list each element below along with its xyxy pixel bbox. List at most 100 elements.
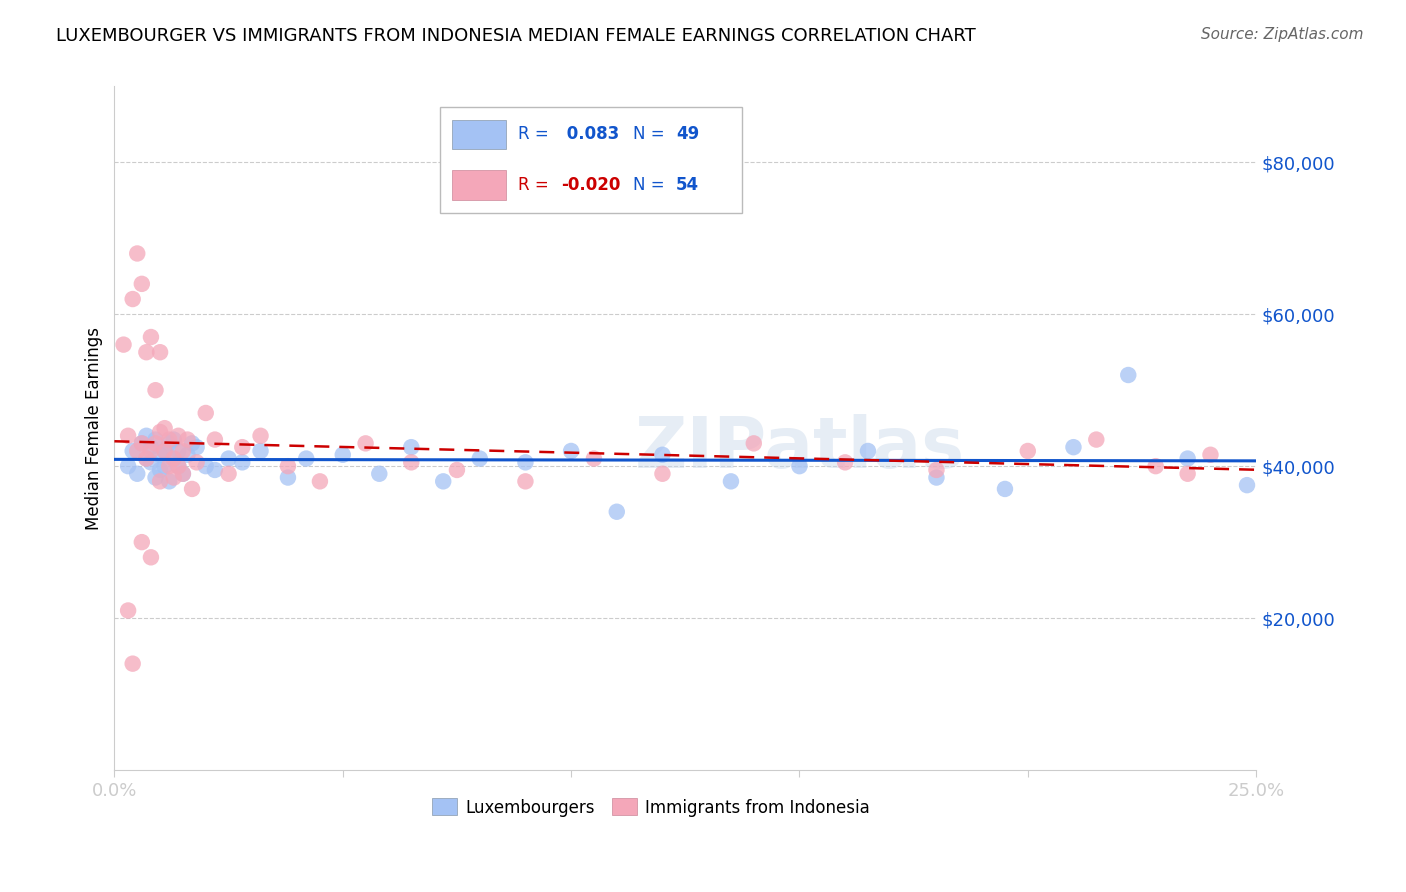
Point [249, 429, 271, 443]
Point [112, 337, 135, 351]
Point [172, 467, 194, 481]
Point [1062, 440, 1084, 454]
Point [131, 436, 153, 450]
Point [515, 475, 537, 489]
Point [153, 444, 176, 458]
Point [468, 451, 491, 466]
Point [204, 463, 226, 477]
Point [401, 455, 423, 469]
Point [994, 482, 1017, 496]
Point [194, 406, 217, 420]
Point [1085, 433, 1108, 447]
Point [1236, 478, 1258, 492]
Point [153, 421, 176, 435]
Point [163, 451, 186, 466]
Point [742, 436, 765, 450]
Point [181, 436, 204, 450]
Point [135, 451, 157, 466]
Point [172, 467, 194, 481]
Point [117, 429, 139, 443]
Point [249, 444, 271, 458]
Point [157, 433, 180, 447]
Point [149, 475, 172, 489]
Point [204, 433, 226, 447]
Point [432, 475, 454, 489]
Point [135, 451, 157, 466]
Point [176, 448, 198, 462]
Point [186, 455, 208, 469]
Point [218, 451, 240, 466]
Point [149, 448, 172, 462]
Point [149, 425, 172, 439]
Point [277, 459, 299, 474]
Point [1116, 368, 1139, 382]
Point [131, 535, 153, 549]
Point [231, 440, 253, 454]
Point [218, 467, 240, 481]
Point [789, 459, 811, 474]
Point [354, 436, 377, 450]
Point [163, 470, 186, 484]
Point [925, 470, 948, 484]
Point [127, 467, 149, 481]
Point [131, 277, 153, 291]
Point [157, 459, 180, 474]
Point [117, 603, 139, 617]
Point [121, 292, 143, 306]
Point [135, 345, 157, 359]
Point [139, 330, 162, 344]
Point [167, 429, 190, 443]
Point [856, 444, 879, 458]
Point [127, 444, 149, 458]
Point [332, 448, 354, 462]
Y-axis label: Median Female Earnings: Median Female Earnings [86, 326, 103, 530]
Point [121, 444, 143, 458]
Point [139, 455, 162, 469]
Point [163, 433, 186, 447]
Point [167, 459, 190, 474]
Point [309, 475, 332, 489]
Point [720, 475, 742, 489]
Point [131, 436, 153, 450]
Point [925, 463, 948, 477]
Point [145, 470, 167, 484]
Point [1199, 448, 1222, 462]
Point [1177, 451, 1199, 466]
Point [139, 440, 162, 454]
Legend: Luxembourgers, Immigrants from Indonesia: Luxembourgers, Immigrants from Indonesia [426, 792, 876, 823]
Point [446, 463, 468, 477]
Point [149, 463, 172, 477]
Point [186, 440, 208, 454]
Point [651, 448, 673, 462]
Point [515, 455, 537, 469]
Point [167, 459, 190, 474]
Point [139, 444, 162, 458]
Point [651, 467, 673, 481]
Point [560, 444, 582, 458]
Text: Source: ZipAtlas.com: Source: ZipAtlas.com [1201, 27, 1364, 42]
Point [368, 467, 391, 481]
Point [172, 444, 194, 458]
Text: ZIPatlas: ZIPatlas [634, 414, 965, 483]
Point [834, 455, 856, 469]
Point [145, 436, 167, 450]
Point [145, 383, 167, 397]
Point [1144, 459, 1167, 474]
Point [194, 459, 217, 474]
Point [145, 433, 167, 447]
Point [1177, 467, 1199, 481]
Point [121, 657, 143, 671]
Point [181, 482, 204, 496]
Point [295, 451, 318, 466]
Point [127, 246, 149, 260]
Point [139, 550, 162, 565]
Point [176, 433, 198, 447]
Point [153, 459, 176, 474]
Point [157, 436, 180, 450]
Text: LUXEMBOURGER VS IMMIGRANTS FROM INDONESIA MEDIAN FEMALE EARNINGS CORRELATION CHA: LUXEMBOURGER VS IMMIGRANTS FROM INDONESI… [56, 27, 976, 45]
Point [153, 444, 176, 458]
Point [167, 444, 190, 458]
Point [135, 429, 157, 443]
Point [582, 451, 605, 466]
Point [606, 505, 628, 519]
